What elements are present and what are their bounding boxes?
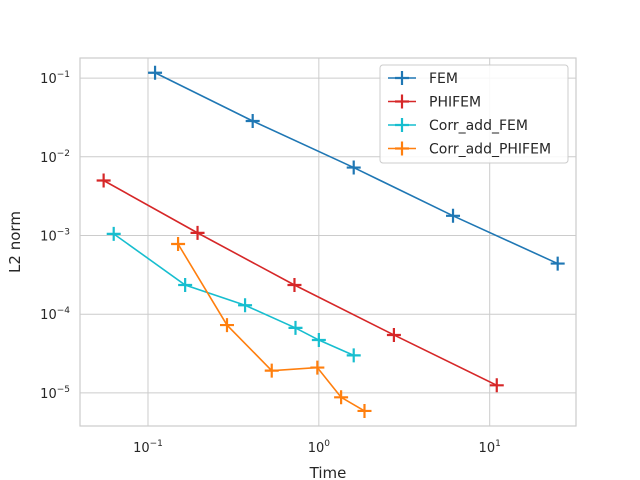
x-tick-label: 101	[479, 439, 501, 456]
y-tick-exponent: −3	[57, 228, 70, 238]
y-tick-base: 10	[40, 387, 57, 402]
data-point	[264, 363, 279, 378]
y-tick-exponent: −2	[57, 149, 70, 159]
x-tick-base: 10	[133, 441, 150, 456]
legend-item: Corr_add_PHIFEM	[388, 141, 551, 158]
legend-label: Corr_add_FEM	[429, 118, 528, 134]
data-point	[287, 278, 302, 293]
legend-marker	[395, 71, 409, 85]
x-tick-label: 100	[308, 439, 331, 456]
x-axis-label: Time	[309, 464, 347, 480]
y-tick-label: 10−1	[40, 70, 70, 87]
data-point	[386, 327, 401, 342]
y-tick-label: 10−4	[40, 306, 70, 323]
data-point	[310, 360, 325, 375]
y-tick-base: 10	[40, 308, 57, 323]
data-point	[357, 403, 372, 418]
data-point	[106, 226, 121, 241]
data-point	[245, 114, 260, 128]
data-point	[238, 298, 253, 313]
legend-label: PHIFEM	[429, 95, 481, 111]
y-tick-exponent: −4	[57, 306, 71, 316]
plot-frame	[79, 57, 577, 427]
y-axis-label: L2 norm	[6, 211, 24, 273]
data-point	[346, 160, 361, 175]
y-tick-base: 10	[40, 72, 57, 87]
series-corr-add-phifem	[171, 237, 372, 418]
series-phifem	[96, 173, 504, 393]
data-point	[334, 390, 349, 405]
data-point	[171, 237, 186, 252]
data-point	[288, 320, 303, 335]
legend-item: PHIFEM	[388, 94, 481, 111]
y-tick-base: 10	[40, 230, 57, 245]
data-point	[96, 173, 111, 188]
legend-item: FEM	[388, 71, 458, 87]
x-tick-exponent: −1	[150, 439, 163, 449]
data-point	[550, 256, 565, 271]
series-fem	[148, 65, 565, 271]
x-tick-exponent: 1	[495, 439, 501, 449]
data-point	[178, 278, 193, 293]
y-tick-exponent: −5	[57, 385, 70, 395]
series-line	[177, 243, 365, 412]
legend-label: FEM	[429, 71, 458, 87]
legend-marker	[395, 94, 409, 109]
series-corr-add-fem	[106, 226, 361, 363]
x-tick-base: 10	[479, 441, 496, 456]
legend-label: Corr_add_PHIFEM	[429, 142, 551, 158]
data-point	[190, 225, 205, 240]
series-line	[113, 233, 355, 357]
legend-item: Corr_add_FEM	[388, 118, 528, 134]
series-group	[96, 65, 565, 418]
y-tick-label: 10−5	[40, 385, 70, 402]
y-tick-base: 10	[40, 151, 57, 166]
data-point	[148, 65, 163, 80]
data-point	[489, 378, 504, 393]
data-point	[446, 208, 461, 223]
y-tick-exponent: −1	[57, 70, 70, 80]
legend-marker	[395, 141, 409, 156]
data-point	[346, 348, 361, 363]
data-point	[219, 318, 234, 333]
legend-marker	[395, 118, 409, 132]
x-tick-exponent: 0	[324, 439, 330, 449]
data-point	[311, 333, 326, 348]
legend-box	[379, 64, 569, 164]
x-tick-label: 10−1	[133, 439, 163, 456]
y-tick-label: 10−2	[40, 149, 70, 166]
y-tick-label: 10−3	[40, 228, 70, 245]
x-tick-base: 10	[308, 441, 325, 456]
legend: FEM PHIFEM Corr_add_FEM Corr_add_PHIFEM	[379, 64, 569, 164]
